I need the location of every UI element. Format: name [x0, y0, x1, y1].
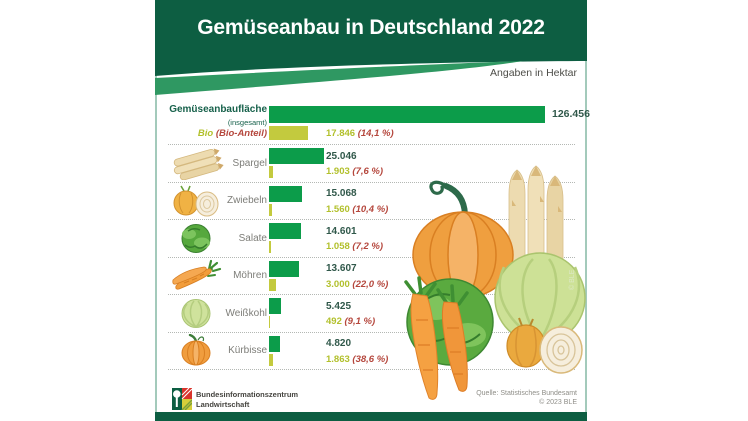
organization-name: Bundesinformationszentrum Landwirtschaft [196, 390, 298, 409]
bio-bar [269, 126, 308, 140]
row-separator [168, 369, 575, 370]
carrot-icon [172, 259, 222, 290]
bio-sub-value: 1.058 (7,2 %) [326, 241, 384, 252]
row-separator [168, 256, 575, 258]
bio-sub-bar [269, 353, 274, 366]
source-line: Quelle: Statistisches Bundesamt [476, 390, 577, 397]
total-bar [269, 106, 545, 123]
row-separator [168, 144, 575, 145]
bio-sub-bar [269, 166, 274, 178]
row-label: Salate [238, 232, 267, 244]
main-value: 5.425 [326, 300, 352, 312]
pumpkin-icon [181, 334, 211, 366]
row-separator [168, 294, 575, 295]
bio-sub-value: 492 (9,1 %) [326, 316, 376, 327]
source-credit: Quelle: Statistisches Bundesamt © 2023 B… [400, 389, 577, 407]
row-icon [168, 147, 224, 180]
main-value: 13.607 [326, 263, 357, 274]
total-value: 126.456 [552, 108, 590, 120]
header-green-block [155, 0, 587, 76]
card-right-border [585, 0, 587, 421]
bzl-logo [172, 388, 192, 410]
row-icon [168, 184, 224, 217]
page-title: Gemüseanbau in Deutschland 2022 [197, 16, 545, 39]
main-bar [269, 260, 299, 277]
bio-value: 17.846 (14,1 %) [326, 127, 394, 139]
copyright-line: © 2023 BLE [539, 399, 577, 406]
bio-sub-bar [269, 203, 273, 216]
row-icon [168, 297, 224, 330]
row-separator [168, 181, 575, 183]
main-value: 15.068 [326, 188, 357, 199]
bio-row-label: Bio (Bio-Anteil) [197, 127, 267, 139]
bio-sub-bar [269, 316, 271, 328]
main-bar [269, 298, 281, 314]
carrots [404, 276, 469, 400]
unit-note: Angaben in Hektar [490, 67, 577, 79]
row-icon [168, 259, 224, 292]
bio-sub-value: 3.000 (22,0 %) [326, 278, 389, 290]
organization-line2: Landwirtschaft [196, 399, 250, 409]
bio-sub-bar [269, 278, 276, 291]
row-icon [168, 222, 224, 255]
header-swoosh [155, 61, 523, 95]
organization-line1: Bundesinformationszentrum [196, 390, 299, 399]
cabbage-icon [181, 298, 211, 328]
bio-sub-value: 1.863 (38,6 %) [326, 353, 389, 365]
bio-sub-value: 1.903 (7,6 %) [326, 166, 384, 177]
row-label: Möhren [233, 270, 267, 281]
onions [506, 317, 583, 374]
onion-icon [173, 185, 219, 217]
pumpkin [412, 180, 514, 299]
main-bar [269, 335, 280, 352]
row-label: Weißkohl [225, 307, 268, 319]
asparagus-icon [173, 148, 224, 180]
main-bar [269, 148, 324, 164]
main-bar [269, 223, 301, 239]
row-icon [168, 334, 224, 367]
bio-sub-bar [269, 241, 272, 253]
total-row-label: Gemüseanbaufläche (insgesamt) [169, 104, 267, 127]
main-value: 14.601 [326, 225, 357, 237]
row-label: Zwiebeln [226, 195, 267, 206]
bottom-bar [155, 412, 587, 421]
vegetables-illustration: © BLE [404, 165, 586, 400]
card-left-border [155, 0, 157, 421]
header-banner [155, 0, 587, 95]
row-separator [168, 331, 575, 333]
main-value: 4.820 [326, 338, 352, 349]
row-label: Kürbisse [228, 345, 267, 356]
main-bar [269, 185, 302, 202]
main-value: 25.046 [326, 150, 357, 162]
bio-sub-value: 1.560 (10,4 %) [326, 203, 389, 215]
row-separator [168, 219, 575, 220]
illustration-credit: © BLE [568, 269, 576, 290]
row-label: Spargel [232, 157, 267, 169]
lettuce-icon [181, 223, 211, 253]
